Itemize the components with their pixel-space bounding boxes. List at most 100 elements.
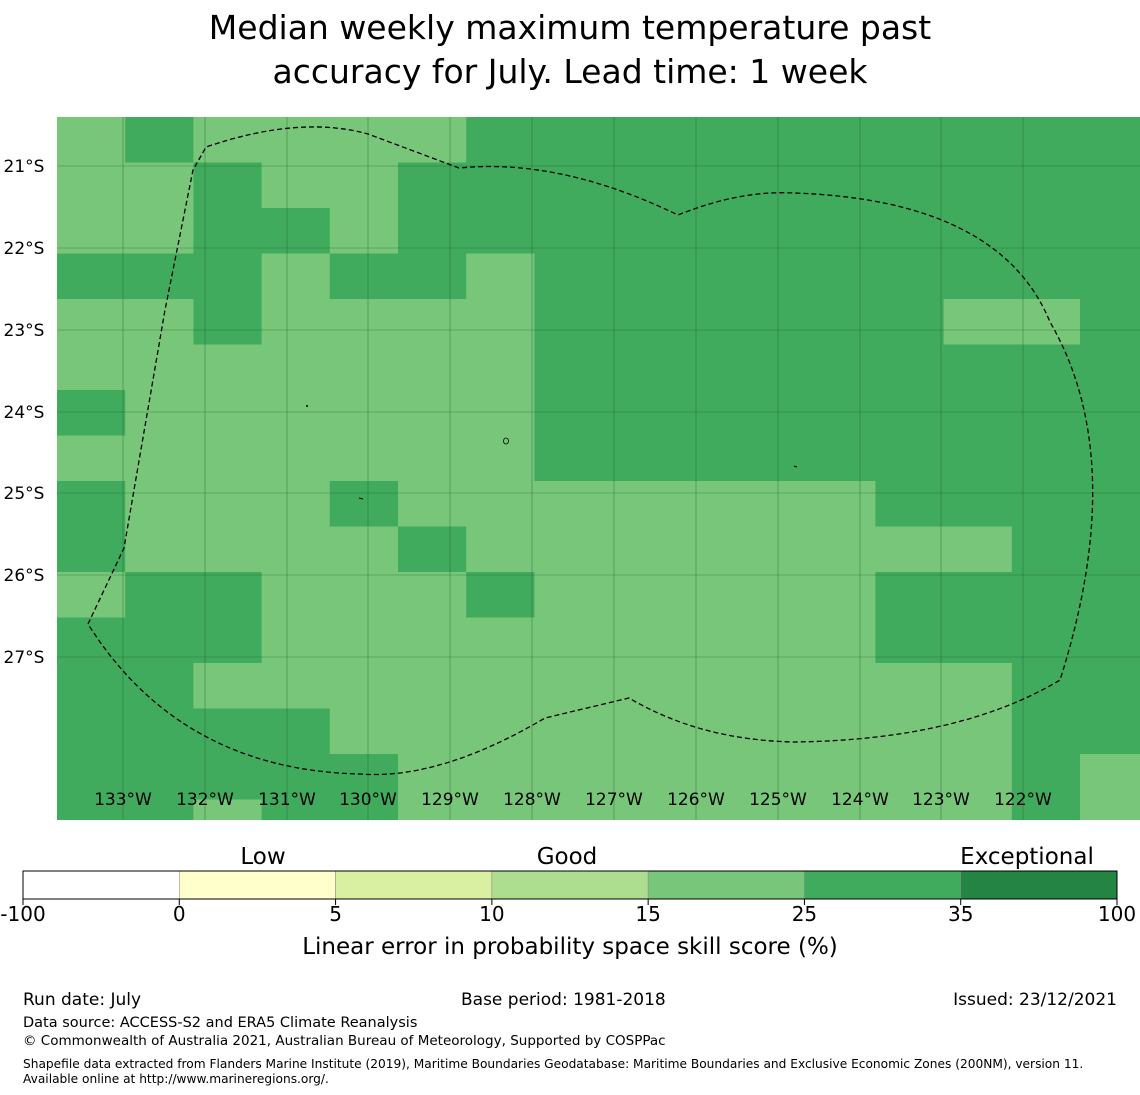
grid-cell (739, 481, 808, 528)
grid-cell (807, 435, 876, 482)
grid-cell (466, 526, 535, 573)
eez-boundary (87, 126, 1094, 776)
grid-cell (193, 481, 263, 528)
grid-cell (739, 754, 808, 801)
colorbar-tick-label: 0 (173, 902, 186, 926)
grid-cell (261, 617, 331, 664)
grid-cell (739, 435, 808, 482)
grid-cell (261, 208, 331, 255)
grid-cell (943, 481, 1013, 528)
grid-cell (739, 708, 808, 755)
grid-cell (943, 344, 1013, 391)
longitude-label: 122°W (994, 790, 1052, 810)
longitude-label: 131°W (258, 790, 316, 810)
longitude-label: 126°W (667, 790, 725, 810)
grid-cell (875, 754, 945, 801)
grid-cell (466, 344, 535, 391)
longitude-label: 128°W (503, 790, 561, 810)
longitude-label: 127°W (585, 790, 643, 810)
grid-cell (329, 617, 399, 664)
grid-cell (1011, 481, 1081, 528)
grid-cell (329, 708, 399, 755)
copyright-notice: © Commonwealth of Australia 2021, Austra… (23, 1033, 666, 1049)
grid-cell (466, 799, 535, 820)
grid-cell (57, 435, 126, 482)
grid-cell (261, 663, 331, 710)
grid-cell (57, 208, 126, 255)
grid-cell (875, 799, 945, 820)
grid-cell (57, 708, 126, 755)
grid-cell (261, 253, 331, 300)
grid-cell (807, 117, 876, 164)
grid-cell (125, 162, 194, 209)
grid-cell (329, 435, 399, 482)
grid-cell (398, 663, 467, 710)
latitude-label: 21°S (4, 157, 45, 177)
grid-cell (602, 481, 672, 528)
grid-cell (739, 208, 808, 255)
grid-cell (875, 481, 945, 528)
grid-cell (1011, 208, 1081, 255)
grid-cell (534, 799, 604, 820)
grid-cell (466, 299, 535, 346)
grid-cell (398, 299, 467, 346)
grid-cell (398, 208, 467, 255)
grid-cell (125, 754, 194, 801)
colorbar-tick-label: 15 (635, 902, 660, 926)
grid-cell (125, 572, 194, 619)
grid-cell (875, 253, 945, 300)
grid-cell (57, 117, 126, 164)
grid-cell (670, 390, 740, 437)
grid-cell (534, 572, 604, 619)
grid-cell (398, 481, 467, 528)
longitude-label: 132°W (176, 790, 234, 810)
grid-cell (261, 799, 331, 820)
island-4 (793, 465, 798, 468)
grid-cell (125, 208, 194, 255)
base-period: Base period: 1981-2018 (461, 990, 666, 1010)
grid-cell (943, 117, 1013, 164)
grid-cell (125, 708, 194, 755)
grid-cell (329, 253, 399, 300)
islands (306, 405, 798, 500)
grid-cell (398, 390, 467, 437)
grid-cell (57, 526, 126, 573)
grid-cell (57, 344, 126, 391)
grid-cell (739, 572, 808, 619)
colorbar-frame (22, 870, 1118, 900)
grid-cell (943, 435, 1013, 482)
grid-cell (670, 299, 740, 346)
grid-cell (398, 754, 467, 801)
grid-cell (398, 435, 467, 482)
grid-cell (1080, 481, 1140, 528)
longitude-label: 133°W (94, 790, 152, 810)
grid-cell (807, 754, 876, 801)
grid-cell (466, 617, 535, 664)
grid-cell (943, 617, 1013, 664)
grid-cell (875, 162, 945, 209)
latitude-label: 26°S (4, 566, 45, 586)
grid-cell (534, 708, 604, 755)
grid-cell (57, 572, 126, 619)
colorbar-tick-label: -100 (0, 902, 45, 926)
grid-cell (670, 708, 740, 755)
grid-cell (193, 344, 263, 391)
grid-cell (739, 390, 808, 437)
data-source: Data source: ACCESS-S2 and ERA5 Climate … (23, 1015, 418, 1031)
grid-cell (534, 526, 604, 573)
grid-cell (193, 299, 263, 346)
grid-cell (943, 799, 1013, 820)
grid-cell (1080, 435, 1140, 482)
grid-cell (1080, 162, 1140, 209)
grid-cell (125, 253, 194, 300)
grid-cell (739, 526, 808, 573)
map-title: Median weekly maximum temperature past a… (0, 6, 1140, 94)
colorbar-swatch (647, 870, 805, 900)
grid-cell (1011, 526, 1081, 573)
grid-cell (670, 754, 740, 801)
grid-cell (193, 663, 263, 710)
grid-cell (329, 344, 399, 391)
grid-cell (602, 162, 672, 209)
grid-cell (398, 526, 467, 573)
grid-cell (57, 253, 126, 300)
